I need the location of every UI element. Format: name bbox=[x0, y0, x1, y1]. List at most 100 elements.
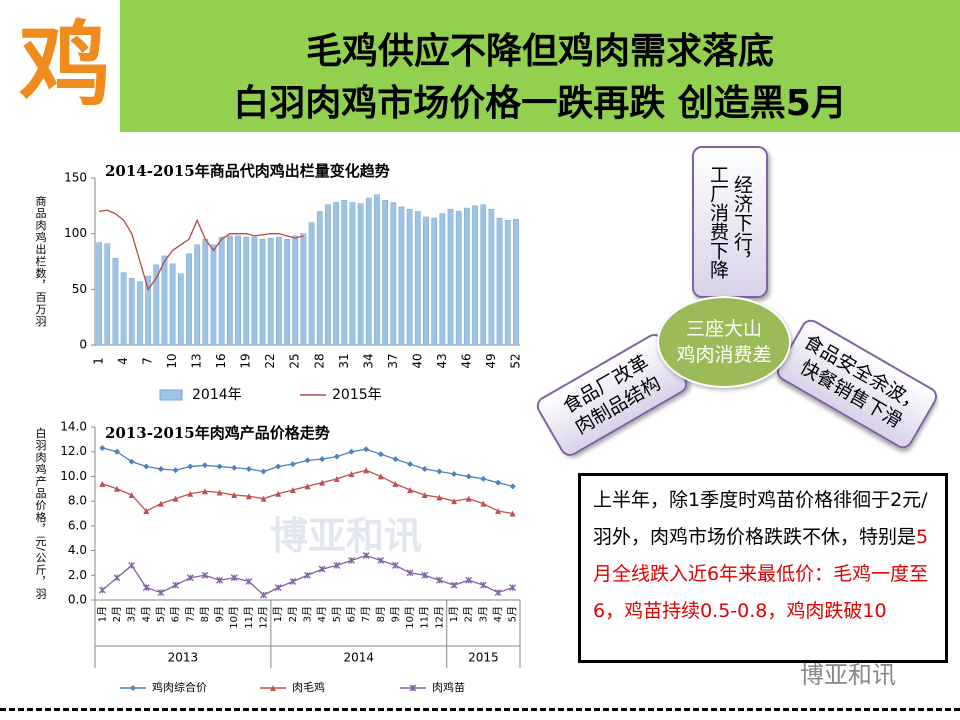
marker bbox=[333, 475, 340, 482]
bar bbox=[308, 222, 315, 346]
marker bbox=[304, 457, 311, 464]
marker bbox=[216, 489, 223, 496]
y-axis-label: 白羽肉鸡产品价格，元/公斤，羽 bbox=[34, 426, 47, 600]
marker bbox=[142, 584, 150, 592]
chart-title: 2013-2015年肉鸡产品价格走势 bbox=[105, 424, 330, 442]
note-text: 5月全线跌入近6年来最低价：毛鸡一度至6，鸡苗持续0.5-0.8，鸡肉跌破10 bbox=[593, 526, 929, 622]
marker bbox=[172, 581, 180, 589]
x-tick-label: 10月 bbox=[404, 606, 416, 629]
x-tick-label: 37 bbox=[386, 353, 400, 368]
marker bbox=[363, 446, 370, 453]
bar bbox=[374, 194, 380, 346]
x-group-label: 2013 bbox=[168, 651, 199, 665]
marker bbox=[270, 685, 276, 691]
x-group-label: 2015 bbox=[468, 651, 499, 665]
marker bbox=[465, 495, 472, 502]
marker bbox=[99, 445, 106, 452]
bar bbox=[455, 211, 462, 346]
bar bbox=[357, 203, 364, 346]
y-tick-label: 14.0 bbox=[60, 420, 87, 434]
bar bbox=[398, 206, 405, 346]
x-tick-label: 16 bbox=[214, 353, 228, 368]
marker bbox=[172, 495, 179, 502]
marker bbox=[186, 574, 194, 582]
y-tick-label: 100 bbox=[64, 226, 87, 240]
y-axis-label: 商品肉鸡出栏数，百万羽 bbox=[34, 194, 47, 327]
marker bbox=[392, 480, 399, 487]
marker bbox=[157, 466, 164, 473]
x-tick-label: 11月 bbox=[243, 606, 255, 629]
marker bbox=[319, 456, 326, 463]
marker bbox=[465, 576, 473, 584]
line bbox=[98, 209, 304, 291]
bar bbox=[251, 236, 258, 346]
bar bbox=[259, 238, 266, 346]
bar bbox=[431, 217, 438, 346]
box-line: 工厂消费下降 bbox=[707, 165, 729, 279]
bar bbox=[480, 204, 487, 346]
x-tick-label: 10月 bbox=[228, 606, 240, 629]
x-tick-label: 1 bbox=[92, 357, 106, 365]
marker bbox=[495, 479, 502, 486]
bar bbox=[177, 273, 184, 346]
bar bbox=[120, 272, 127, 346]
legend-label: 肉毛鸡 bbox=[292, 680, 325, 694]
box-line: 经济下行， bbox=[731, 174, 753, 270]
marker bbox=[201, 571, 209, 579]
marker bbox=[319, 479, 326, 486]
legend-swatch bbox=[159, 389, 183, 401]
bar bbox=[202, 238, 209, 346]
marker bbox=[289, 487, 296, 494]
bar bbox=[333, 202, 339, 346]
marker bbox=[260, 468, 267, 475]
marker bbox=[509, 483, 516, 490]
bar bbox=[104, 243, 111, 346]
marker bbox=[289, 578, 297, 585]
marker bbox=[407, 461, 414, 468]
logo: 鸡 bbox=[18, 12, 111, 119]
bar bbox=[96, 242, 102, 346]
y-tick-label: 0.0 bbox=[68, 593, 87, 607]
x-tick-label: 11月 bbox=[419, 606, 431, 629]
x-tick-label: 5月 bbox=[507, 606, 519, 622]
y-tick-label: 6.0 bbox=[68, 518, 87, 532]
marker bbox=[245, 466, 252, 473]
title-line: 毛鸡供应不降但鸡肉需求落底 bbox=[305, 31, 774, 72]
marker bbox=[421, 491, 428, 498]
marker bbox=[450, 581, 458, 589]
y-tick-label: 12.0 bbox=[60, 444, 87, 458]
note-box: 上半年，除1季度时鸡苗价格徘徊于2元/羽外，肉鸡市场价格跌跌不休，特别是5月全线… bbox=[578, 473, 948, 663]
x-tick-label: 4月 bbox=[316, 606, 328, 622]
marker bbox=[172, 467, 179, 474]
bar bbox=[292, 235, 299, 346]
bar bbox=[112, 257, 119, 346]
marker bbox=[348, 470, 355, 477]
x-tick-label: 3月 bbox=[302, 606, 314, 622]
bar bbox=[300, 233, 307, 346]
marker bbox=[98, 586, 106, 594]
marker bbox=[245, 493, 252, 500]
diagram-center: 三座大山 鸡肉消费差 bbox=[657, 296, 791, 388]
marker bbox=[391, 561, 399, 569]
bar bbox=[161, 255, 168, 346]
x-tick-label: 28 bbox=[312, 353, 326, 368]
line bbox=[102, 447, 513, 487]
bar bbox=[447, 208, 454, 346]
marker bbox=[274, 584, 282, 592]
bar bbox=[218, 236, 225, 346]
marker bbox=[216, 463, 223, 470]
marker bbox=[436, 494, 443, 501]
bar bbox=[464, 207, 470, 346]
marker bbox=[130, 685, 136, 691]
marker bbox=[436, 468, 443, 475]
bar bbox=[513, 218, 519, 346]
x-tick-label: 12月 bbox=[258, 606, 270, 629]
marker bbox=[362, 552, 370, 559]
line bbox=[102, 469, 513, 515]
marker bbox=[509, 584, 517, 592]
bar bbox=[128, 277, 135, 346]
x-tick-label: 22 bbox=[263, 353, 277, 368]
y-tick-label: 10.0 bbox=[60, 469, 87, 483]
